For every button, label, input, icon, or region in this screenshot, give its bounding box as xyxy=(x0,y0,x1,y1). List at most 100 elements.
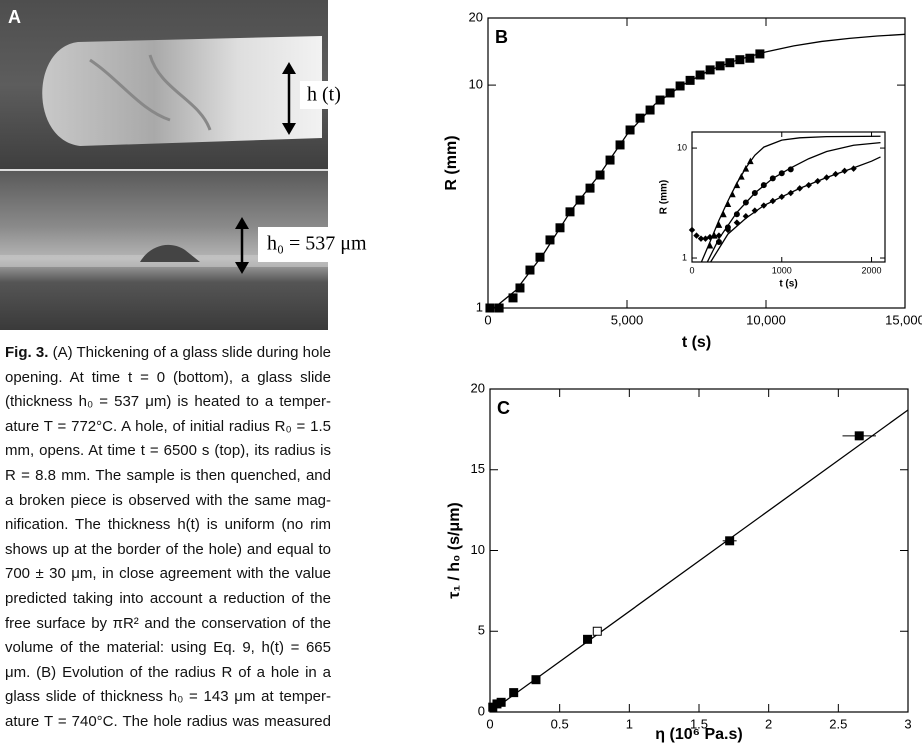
data-point xyxy=(729,190,736,198)
x-axis-label: t (s) xyxy=(682,334,711,351)
caption-line: ature T = 772°C. A hole, of initial radi… xyxy=(5,415,331,440)
x-tick-label: 5,000 xyxy=(611,312,644,327)
data-point xyxy=(760,202,768,209)
data-point xyxy=(805,181,812,189)
data-point xyxy=(778,170,785,177)
data-point xyxy=(769,197,776,205)
data-point xyxy=(742,213,750,220)
x-tick-label: 1 xyxy=(626,716,633,731)
data-point xyxy=(738,172,745,180)
caption-text: volume of the material: using Eq. 9, h(t… xyxy=(5,639,331,657)
caption-text: mm, opens. At time t = 6500 s (top), its… xyxy=(5,442,331,460)
thickness-label: h (t) xyxy=(307,84,341,106)
caption-text: shows up at the border of the hole) and … xyxy=(5,540,331,558)
data-point xyxy=(555,223,565,233)
x-tick-label: 15,000 xyxy=(885,312,922,327)
data-point xyxy=(711,231,718,239)
x-tick-label: 0.5 xyxy=(551,716,569,731)
panel-label: B xyxy=(495,27,508,47)
data-point xyxy=(665,88,675,98)
caption-line: ature T = 740°C. The hole radius was mea… xyxy=(5,710,331,735)
arrow-heads xyxy=(235,62,296,274)
caption-line: nification. The thickness h(t) is unifor… xyxy=(5,513,331,538)
data-point xyxy=(720,210,727,218)
data-point xyxy=(715,232,723,239)
data-point xyxy=(733,211,740,218)
y-axis-label: R (mm) xyxy=(659,180,670,214)
data-point xyxy=(725,58,735,68)
data-point xyxy=(747,157,754,165)
data-point xyxy=(724,226,732,234)
blob xyxy=(140,244,200,262)
data-point xyxy=(760,182,767,189)
data-point xyxy=(796,185,803,192)
caption-text: free surface by πR² and the conservation… xyxy=(5,614,331,632)
data-point xyxy=(645,105,655,115)
caption-line: opening. At time t = 0 (bottom), a glass… xyxy=(5,366,331,391)
slide-top xyxy=(42,36,322,146)
caption-text: ature T = 772°C. A hole, of initial radi… xyxy=(5,417,331,435)
caption-line: μm. (B) Evolution of the radius R of a h… xyxy=(5,661,331,686)
data-point xyxy=(745,53,755,63)
caption-text: R = 8.8 mm. The sample is then quenched,… xyxy=(5,466,331,484)
y-tick-label: 15 xyxy=(471,461,485,476)
data-point xyxy=(595,170,605,180)
caption-text: ature T = 740°C. The hole radius was mea… xyxy=(5,712,331,730)
data-point xyxy=(751,207,759,214)
y-tick-label: 5 xyxy=(478,623,485,638)
data-point xyxy=(787,189,794,197)
caption-line: volume of the material: using Eq. 9, h(t… xyxy=(5,636,331,661)
caption-line: shows up at the border of the hole) and … xyxy=(5,538,331,563)
caption-line: 700 ± 30 μm, in close agreement with the… xyxy=(5,562,331,587)
caption-text: nification. The thickness h(t) is unifor… xyxy=(5,516,331,534)
data-point xyxy=(525,265,535,275)
data-point xyxy=(832,170,839,178)
data-point xyxy=(688,226,696,234)
x-tick-label: 10,000 xyxy=(746,312,786,327)
axes-frame xyxy=(691,131,886,263)
data-point xyxy=(655,95,665,105)
data-point xyxy=(706,233,714,241)
data-point xyxy=(509,688,519,698)
data-point xyxy=(675,81,685,91)
data-point xyxy=(841,167,848,175)
data-point xyxy=(715,238,722,245)
caption-label: Fig. 3. xyxy=(5,344,49,361)
x-tick-label: 0 xyxy=(484,312,491,327)
data-point xyxy=(485,303,495,313)
y-tick-label: 1 xyxy=(476,299,483,314)
panel-label: C xyxy=(497,398,510,418)
data-point xyxy=(715,61,725,71)
label-box xyxy=(258,227,406,262)
data-point xyxy=(592,626,602,636)
data-point xyxy=(755,49,765,59)
data-point xyxy=(751,190,758,197)
data-point xyxy=(531,675,541,685)
data-point xyxy=(685,75,695,85)
data-point xyxy=(787,166,794,173)
x-axis-label: η (10⁶ Pa.s) xyxy=(655,726,742,743)
data-point xyxy=(615,140,625,150)
data-point xyxy=(705,65,715,75)
data-point xyxy=(565,207,575,217)
caption-line: Fig. 3. (A) Thickening of a glass slide … xyxy=(5,341,331,366)
caption-line: predicted taking into account a reductio… xyxy=(5,587,331,612)
data-point xyxy=(575,195,585,205)
caption-text: (thickness h₀ = 537 μm) is heated to a t… xyxy=(5,393,331,411)
caption-line: R = 8.8 mm. The sample is then quenched,… xyxy=(5,464,331,489)
data-point xyxy=(715,221,723,228)
data-point xyxy=(494,303,504,313)
y-axis-label: τ₁ / h₀ (s/μm) xyxy=(446,502,463,599)
fit-line xyxy=(490,409,908,712)
data-point xyxy=(850,165,857,172)
x-tick-label: 2000 xyxy=(862,265,882,275)
caption-line: a broken piece is observed with the same… xyxy=(5,489,331,514)
data-point xyxy=(733,219,741,226)
caption-text: (A) Thickening of a glass slide during h… xyxy=(52,344,331,361)
axes-frame xyxy=(489,388,909,713)
x-tick-label: 0 xyxy=(689,265,694,275)
data-point xyxy=(724,200,732,207)
data-point xyxy=(625,125,635,135)
